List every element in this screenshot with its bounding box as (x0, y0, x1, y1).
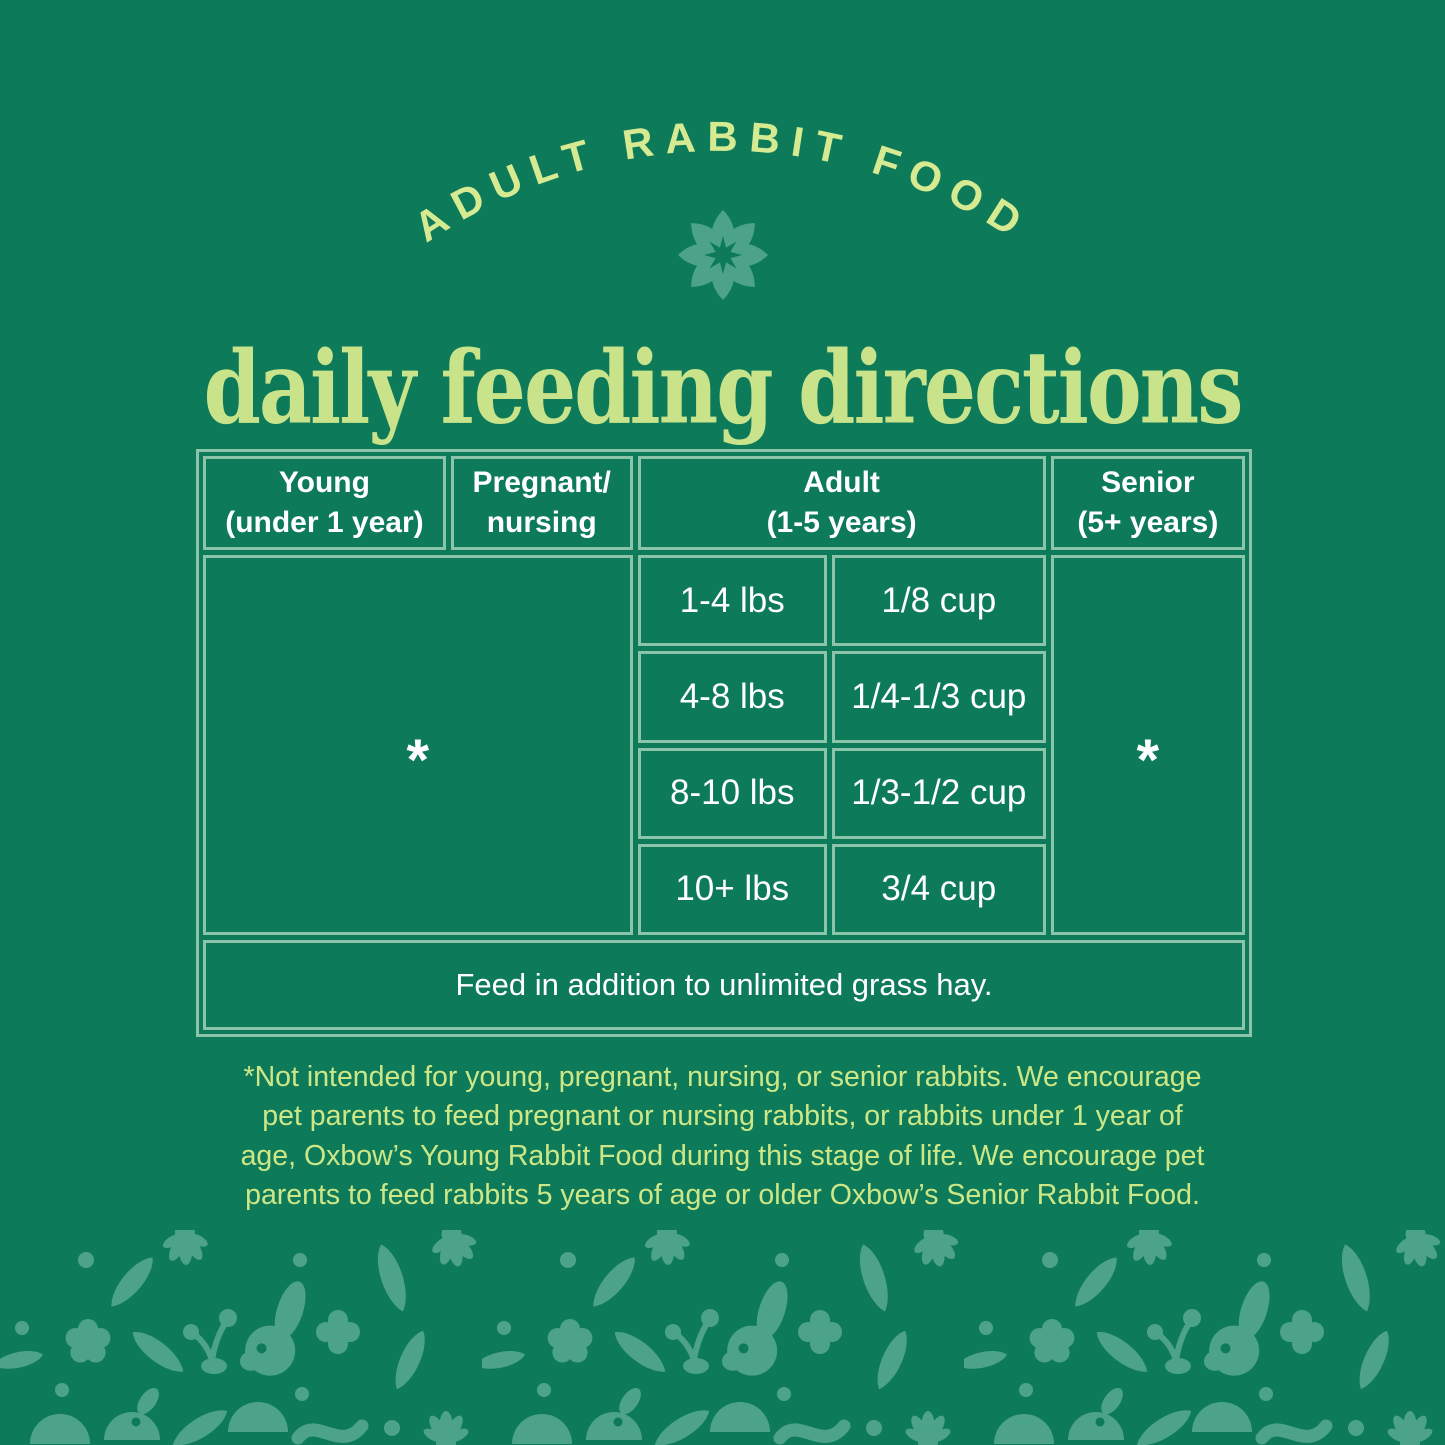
adult-weight-cell: 8-10 lbs (637, 747, 827, 839)
adult-amount-cell: 1/8 cup (831, 555, 1046, 647)
footnote-line: pet parents to feed pregnant or nursing … (262, 1100, 1183, 1133)
adult-amount-cell: 3/4 cup (831, 843, 1046, 935)
adult-weight-cell: 10+ lbs (637, 843, 827, 935)
adult-amount-cell: 1/3-1/2 cup (831, 747, 1046, 839)
flower-icon (678, 210, 768, 300)
senior-merged-cell: * (1050, 555, 1245, 935)
column-header-young: Young (under 1 year) (203, 456, 446, 550)
page-title: daily feeding directions (203, 330, 1244, 448)
footnote: *Not intended for young, pregnant, nursi… (0, 1058, 1445, 1215)
footnote-line: age, Oxbow’s Young Rabbit Food during th… (240, 1139, 1205, 1172)
footnote-line: *Not intended for young, pregnant, nursi… (243, 1061, 1202, 1093)
footnote-line: parents to feed rabbits 5 years of age o… (245, 1178, 1200, 1211)
flower-star-hole (704, 236, 742, 274)
adult-weight-cell: 4-8 lbs (637, 651, 827, 743)
adult-weight-cell: 1-4 lbs (637, 555, 827, 647)
table-footer-note: Feed in addition to unlimited grass hay. (203, 940, 1245, 1030)
feeding-table: Young (under 1 year) Pregnant/ nursing A… (196, 449, 1252, 1037)
column-header-adult: Adult (1-5 years) (637, 456, 1046, 550)
adult-amount-cell: 1/4-1/3 cup (831, 651, 1046, 743)
decorative-pattern-band (0, 1230, 1445, 1445)
column-header-pregnant-nursing: Pregnant/ nursing (450, 456, 633, 550)
young-pregnant-merged-cell: * (203, 555, 633, 935)
column-header-senior: Senior (5+ years) (1050, 456, 1245, 550)
